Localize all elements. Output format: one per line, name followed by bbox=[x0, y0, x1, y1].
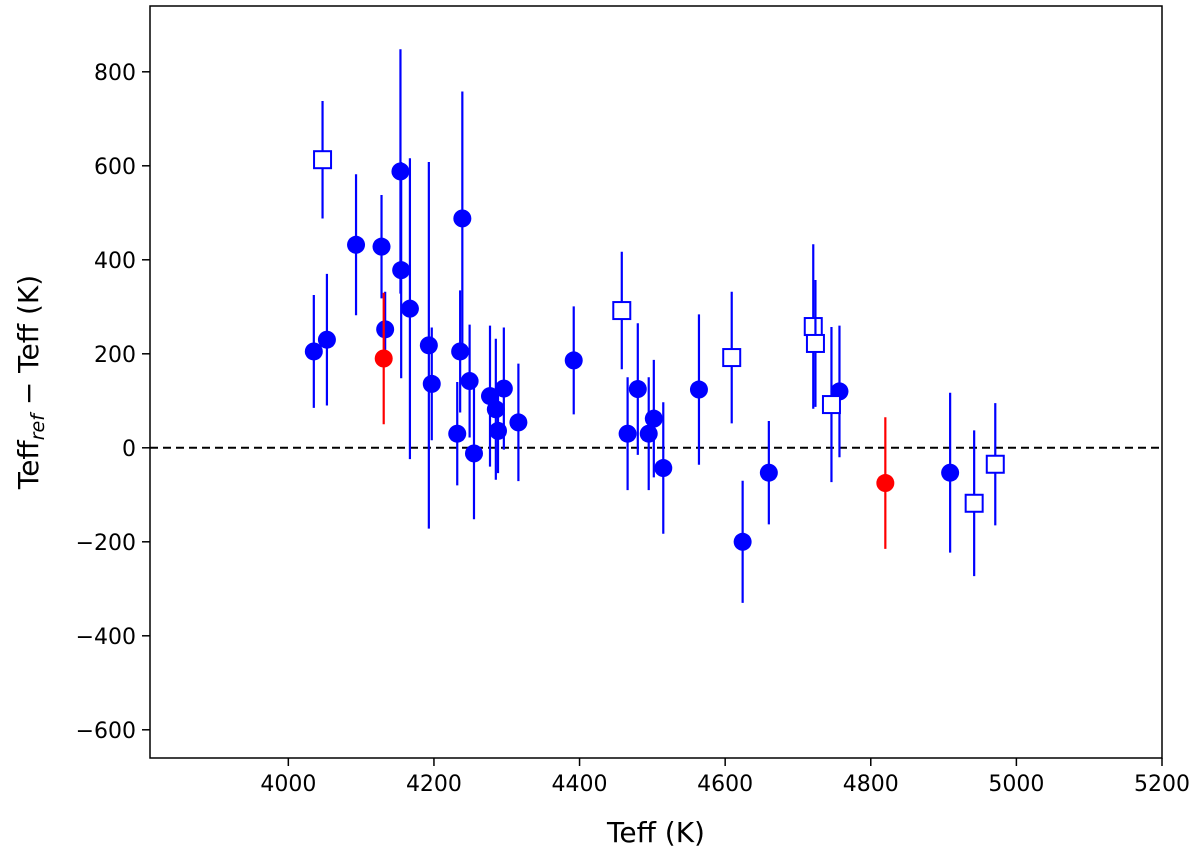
data-point-circle bbox=[489, 421, 508, 440]
data-point-circle bbox=[733, 532, 752, 551]
data-points-layer bbox=[304, 49, 1005, 603]
y-axis-label-main: Teff bbox=[12, 440, 45, 491]
data-point-square bbox=[805, 333, 825, 353]
data-point-circle bbox=[509, 413, 528, 432]
data-point-circle bbox=[941, 463, 960, 482]
y-axis-ticks: 800 600 400 200 0 −200 −400 −600 bbox=[76, 61, 150, 744]
data-point-square bbox=[964, 493, 984, 513]
y-axis-label: Teffref − Teff (K) bbox=[12, 275, 49, 490]
data-point-circle bbox=[618, 424, 637, 443]
y-tick-label: 600 bbox=[94, 155, 136, 180]
data-point-circle bbox=[494, 379, 513, 398]
plot-background bbox=[150, 6, 1162, 758]
data-point-circle bbox=[876, 474, 895, 493]
y-tick-label: 200 bbox=[94, 343, 136, 368]
data-point-circle bbox=[374, 349, 393, 368]
x-axis-label: Teff (K) bbox=[606, 816, 705, 849]
data-point-circle bbox=[392, 261, 411, 280]
data-point-circle bbox=[453, 209, 472, 228]
y-tick-label: −600 bbox=[76, 719, 136, 744]
data-point-circle bbox=[400, 299, 419, 318]
data-point-square bbox=[985, 454, 1005, 474]
data-point-circle bbox=[448, 424, 467, 443]
data-point-square bbox=[313, 150, 333, 170]
x-tick-label: 5000 bbox=[988, 772, 1044, 797]
data-point-circle bbox=[317, 330, 336, 349]
data-point-square bbox=[821, 395, 841, 415]
x-axis-ticks: 4000 4200 4400 4600 4800 5000 5200 bbox=[260, 758, 1190, 797]
y-axis-label-rest: − Teff (K) bbox=[12, 275, 45, 414]
data-point-circle bbox=[486, 400, 505, 419]
y-tick-label: 400 bbox=[94, 249, 136, 274]
x-tick-label: 4400 bbox=[552, 772, 608, 797]
data-point-circle bbox=[654, 459, 673, 478]
data-point-circle bbox=[347, 235, 366, 254]
x-tick-label: 4800 bbox=[843, 772, 899, 797]
data-point-circle bbox=[644, 409, 663, 428]
data-point-circle bbox=[464, 444, 483, 463]
data-point-circle bbox=[460, 372, 479, 391]
data-point-circle bbox=[422, 374, 441, 393]
x-tick-label: 5200 bbox=[1134, 772, 1190, 797]
y-tick-label: −400 bbox=[76, 625, 136, 650]
y-tick-label: 0 bbox=[122, 437, 136, 462]
x-tick-label: 4000 bbox=[260, 772, 316, 797]
data-point-circle bbox=[304, 342, 323, 361]
data-point-circle bbox=[628, 380, 647, 399]
data-point-square bbox=[612, 301, 632, 321]
data-point-square bbox=[722, 348, 742, 368]
series-1 bbox=[374, 292, 895, 549]
data-point-circle bbox=[759, 463, 778, 482]
y-tick-label: −200 bbox=[76, 531, 136, 556]
plot-frame bbox=[149, 5, 1163, 759]
y-tick-label: 800 bbox=[94, 61, 136, 86]
data-point-circle bbox=[419, 336, 438, 355]
x-tick-label: 4200 bbox=[406, 772, 462, 797]
data-point-circle bbox=[689, 380, 708, 399]
data-point-circle bbox=[451, 342, 470, 361]
series-2 bbox=[313, 100, 1005, 577]
series-0 bbox=[304, 49, 960, 603]
x-tick-label: 4600 bbox=[697, 772, 753, 797]
data-point-circle bbox=[372, 237, 391, 256]
data-point-circle bbox=[564, 351, 583, 370]
data-point-square bbox=[803, 317, 823, 337]
y-axis-label-subscript: ref bbox=[27, 411, 49, 441]
data-point-circle bbox=[376, 320, 395, 339]
